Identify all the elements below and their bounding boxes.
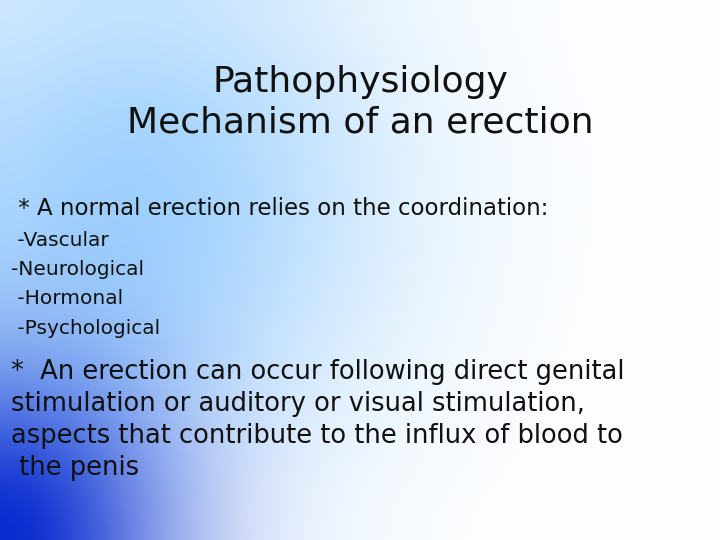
- Text: -Psychological: -Psychological: [11, 319, 160, 338]
- Text: -Hormonal: -Hormonal: [11, 289, 123, 308]
- Text: -Vascular: -Vascular: [11, 231, 109, 250]
- Text: -Neurological: -Neurological: [11, 260, 144, 279]
- Text: Pathophysiology
Mechanism of an erection: Pathophysiology Mechanism of an erection: [127, 65, 593, 139]
- Text: * A normal erection relies on the coordination:: * A normal erection relies on the coordi…: [11, 197, 548, 220]
- Text: *  An erection can occur following direct genital
stimulation or auditory or vis: * An erection can occur following direct…: [11, 359, 624, 481]
